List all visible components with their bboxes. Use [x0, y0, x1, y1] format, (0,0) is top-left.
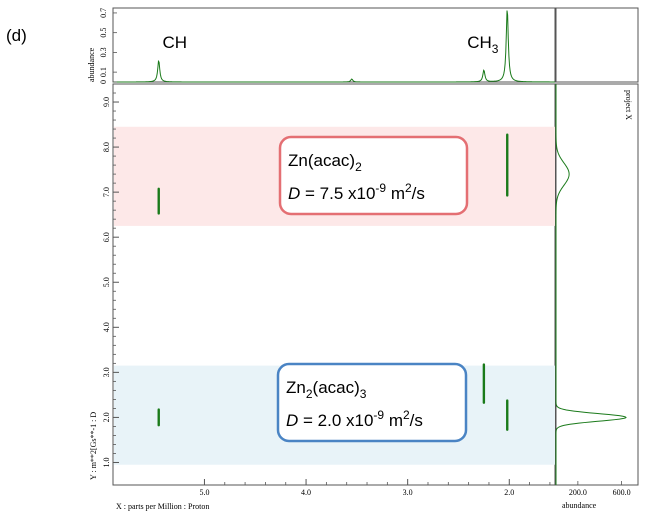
right-tick-label-1: 600.0	[613, 488, 631, 497]
annotation-box-0	[278, 135, 469, 216]
top-tick-label-1: 0.1	[99, 67, 108, 77]
annotation-box-1	[276, 362, 468, 443]
y-tick-label-3: 4.0	[102, 322, 111, 332]
annotation-boxes: Zn(acac)2 D = 7.5 x10-9 m2/s Zn2(acac)3 D =…	[276, 135, 469, 443]
right-projection-title: project X	[624, 90, 633, 120]
right-axis-label: abundance	[562, 501, 597, 510]
x-axis-label: X : parts per Million : Proton	[116, 502, 209, 511]
y-tick-label-0: 1.0	[102, 457, 111, 467]
y-tick-label-2: 3.0	[102, 367, 111, 377]
y-tick-label-8: 9.0	[102, 97, 111, 107]
y-tick-label-5: 6.0	[102, 232, 111, 242]
species-name-1: Zn2(acac)3	[286, 378, 367, 401]
y-tick-label-6: 7.0	[102, 187, 111, 197]
cross-peak-3	[482, 363, 486, 404]
y-tick-label-1: 2.0	[102, 412, 111, 422]
top-tick-label-2: 0.3	[99, 47, 108, 57]
diffusion-value-0: D = 7.5 x10-9 m2/s	[288, 181, 425, 203]
y-axis-ticks: 1.0 2.0 3.0 4.0 5.0 6.0 7.0 8.0 9.0	[102, 92, 119, 467]
top-tick-label-4: 0.7	[99, 8, 108, 18]
x-tick-label-2: 3.0	[403, 488, 413, 497]
cross-peak-2	[157, 408, 160, 427]
diffusion-value-1: D = 2.0 x10-9 m2/s	[286, 408, 423, 430]
peak-label-0: CH	[162, 33, 187, 52]
y-tick-label-4: 5.0	[102, 277, 111, 287]
top-projection-plot	[113, 10, 555, 83]
right-projection-line	[555, 84, 627, 485]
right-projection-plot	[555, 84, 627, 485]
right-tick-label-0: 200.0	[569, 488, 587, 497]
panel-label: (d)	[6, 26, 27, 45]
y-axis-label: Y : m**2[Gs**-1 : D	[89, 412, 98, 480]
x-tick-label-3: 2.0	[504, 488, 514, 497]
top-axis-label: abundance	[87, 47, 96, 82]
top-tick-label-3: 0.5	[99, 28, 108, 38]
top-projection-corner	[555, 7, 639, 83]
cross-peaks	[157, 133, 509, 431]
top-spectrum-line	[113, 10, 555, 83]
x-tick-label-1: 4.0	[301, 488, 311, 497]
cross-peak-0	[157, 187, 160, 215]
y-tick-label-7: 8.0	[102, 142, 111, 152]
cross-peak-4	[506, 399, 509, 431]
cross-peak-1	[506, 133, 509, 197]
right-axis-ticks: 200.0 600.0	[569, 481, 631, 497]
x-tick-label-0: 5.0	[199, 488, 209, 497]
peak-label-3: CH3	[467, 33, 499, 56]
top-axis-ticks: 0 0.1 0.3 0.5 0.7	[99, 8, 117, 84]
x-axis-ticks: 5.0 4.0 3.0 2.0	[199, 479, 551, 497]
top-peak-labels: CH CH3	[162, 33, 498, 56]
species-name-0: Zn(acac)2	[288, 151, 362, 174]
top-tick-label-0: 0	[99, 80, 108, 84]
